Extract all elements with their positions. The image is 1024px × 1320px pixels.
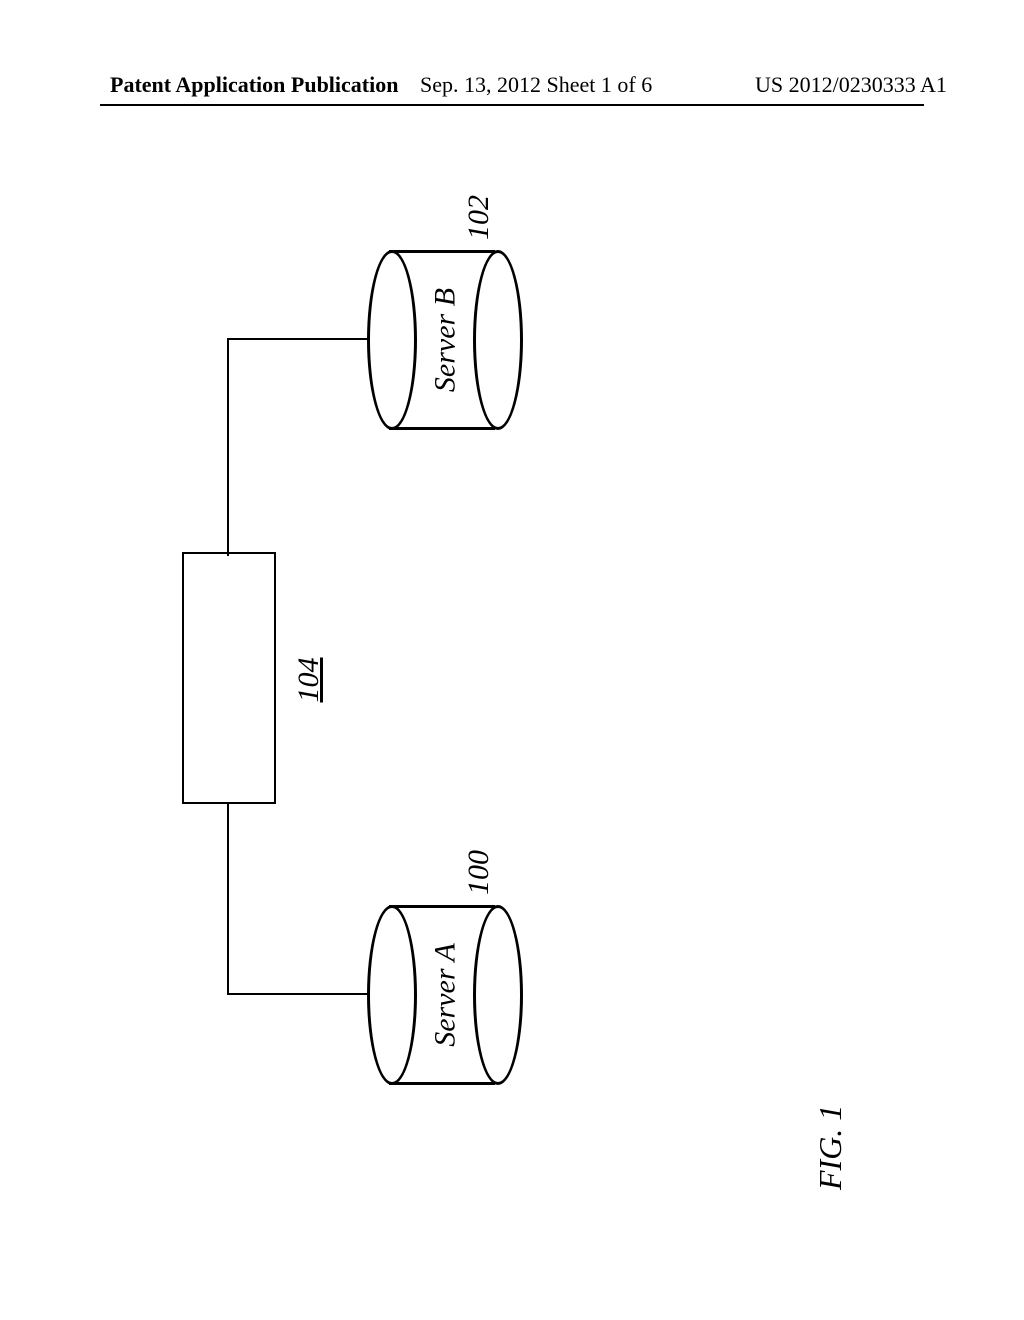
server-a-label: Server A [428, 905, 462, 1085]
server-a-cylinder: Server A [367, 905, 517, 1085]
header-left: Patent Application Publication [110, 72, 398, 98]
ref-100: 100 [462, 850, 496, 895]
page: Patent Application Publication Sep. 13, … [0, 0, 1024, 1320]
wire-b-v [227, 338, 377, 340]
header-rule [100, 104, 924, 106]
ref-104: 104 [292, 556, 326, 804]
server-b-label: Server B [428, 250, 462, 430]
ref-102: 102 [462, 195, 496, 240]
figure-caption: FIG. 1 [812, 1105, 849, 1190]
header-center: Sep. 13, 2012 Sheet 1 of 6 [420, 72, 652, 98]
server-b-cylinder: Server B [367, 250, 517, 430]
figure-1: 104 Server A 100 Server B 102 FIG. 1 [132, 130, 892, 1230]
wire-a-h [227, 804, 229, 995]
wire-b-h [227, 340, 229, 556]
network-box [182, 552, 276, 804]
header-right: US 2012/0230333 A1 [755, 72, 947, 98]
wire-a-v [227, 993, 377, 995]
